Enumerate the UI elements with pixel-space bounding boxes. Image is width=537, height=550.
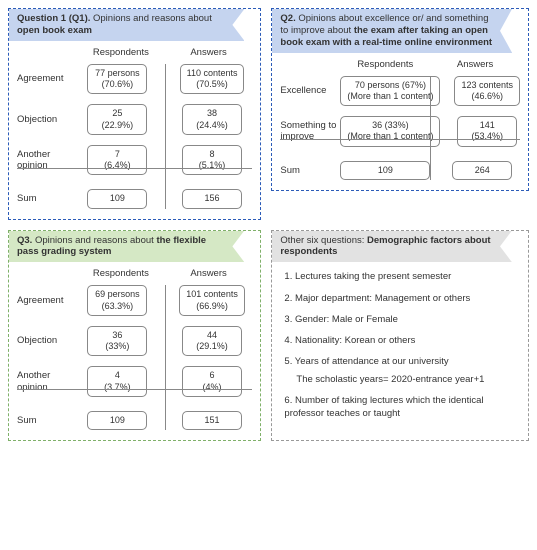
q1-table: Respondents Answers Agreement 77 persons… xyxy=(17,47,252,209)
q3-divider-v xyxy=(165,285,166,430)
q3-title-rest: Opinions and reasons about xyxy=(32,235,156,246)
q3-tag: Q3. xyxy=(17,235,32,246)
q3-ans-box: 6(4%) xyxy=(182,366,242,397)
q3-sum-ans: 151 xyxy=(182,411,242,430)
q4-item-1: 1. Lectures taking the present semester xyxy=(284,270,518,283)
q1-sum-label: Sum xyxy=(17,193,77,204)
q3-banner: Q3. Opinions and reasons about the flexi… xyxy=(9,231,244,263)
q1-resp-box: 77 persons(70.6%) xyxy=(87,64,147,95)
q1-resp-box: 25(22.9%) xyxy=(87,104,147,135)
q3-divider-h xyxy=(17,389,252,390)
q4-item-5-sub: The scholastic years= 2020-entrance year… xyxy=(284,373,518,386)
q1-row-label: Objection xyxy=(17,114,77,125)
q1-col-headers: Respondents Answers xyxy=(17,47,252,58)
q2-resp-box: 36 (33%)(More than 1 content) xyxy=(340,116,440,147)
q1-tag: Question 1 (Q1). xyxy=(17,13,90,24)
q1-title-rest: Opinions and reasons about xyxy=(90,13,211,24)
q1-divider-v xyxy=(165,64,166,209)
q2-divider-v xyxy=(430,76,431,180)
q1-row-agreement: Agreement 77 persons(70.6%) 110 contents… xyxy=(17,64,252,95)
q2-sum-resp: 109 xyxy=(340,161,430,180)
q3-col-headers: Respondents Answers xyxy=(17,268,252,279)
q2-tag: Q2. xyxy=(280,13,295,24)
q1-col-answers: Answers xyxy=(165,47,253,58)
q3-rows: Agreement 69 persons(63.3%) 101 contents… xyxy=(17,285,252,430)
q4-banner: Other six questions: Demographic factors… xyxy=(272,231,512,263)
q3-resp-box: 4(3.7%) xyxy=(87,366,147,397)
q2-divider-h xyxy=(280,139,520,140)
q1-ans-box: 8(5.1%) xyxy=(182,145,242,176)
q2-rows: Excellence 70 persons (67%)(More than 1 … xyxy=(280,76,520,180)
q3-sum-resp: 109 xyxy=(87,411,147,430)
q1-row-another: Another opinion 7(6.4%) 8(5.1%) xyxy=(17,145,252,176)
q3-row-agreement: Agreement 69 persons(63.3%) 101 contents… xyxy=(17,285,252,316)
q2-sum-ans: 264 xyxy=(452,161,512,180)
q4-item-5: 5. Years of attendance at our university xyxy=(284,355,518,368)
q3-row-label: Agreement xyxy=(17,295,77,306)
q2-col-headers: Respondents Answers xyxy=(280,59,520,70)
q3-sum-label: Sum xyxy=(17,415,77,426)
q1-col-respondents: Respondents xyxy=(77,47,165,58)
q1-rows: Agreement 77 persons(70.6%) 110 contents… xyxy=(17,64,252,209)
q3-ans-box: 101 contents(66.9%) xyxy=(179,285,245,316)
panel-q4: Other six questions: Demographic factors… xyxy=(271,230,529,442)
q3-resp-box: 36(33%) xyxy=(87,326,147,357)
q1-ans-box: 110 contents(70.5%) xyxy=(180,64,245,95)
q2-resp-box: 70 persons (67%)(More than 1 content) xyxy=(340,76,440,107)
q4-item-4: 4. Nationality: Korean or others xyxy=(284,334,518,347)
q1-sum-resp: 109 xyxy=(87,189,147,208)
q3-ans-box: 44(29.1%) xyxy=(182,326,242,357)
q3-col-answers: Answers xyxy=(165,268,253,279)
q1-sum-ans: 156 xyxy=(182,189,242,208)
q1-ans-box: 38(24.4%) xyxy=(182,104,242,135)
q2-ans-box: 141(53.4%) xyxy=(457,116,517,147)
q3-row-objection: Objection 36(33%) 44(29.1%) xyxy=(17,326,252,357)
q2-col-respondents: Respondents xyxy=(340,59,430,70)
q1-divider-h xyxy=(17,168,252,169)
q4-title-plain: Other six questions: xyxy=(280,235,367,246)
q2-sum-label: Sum xyxy=(280,165,340,176)
q3-row-another: Another opinion 4(3.7%) 6(4%) xyxy=(17,366,252,397)
panel-q2: Q2. Opinions about excellence or/ and so… xyxy=(271,8,529,191)
infographic-grid: Question 1 (Q1). Opinions and reasons ab… xyxy=(8,8,529,441)
q3-row-label: Objection xyxy=(17,335,77,346)
q1-title-bold: open book exam xyxy=(17,25,92,36)
q4-item-6: 6. Number of taking lectures which the i… xyxy=(284,394,518,421)
q1-row-label: Agreement xyxy=(17,73,77,84)
q1-row-objection: Objection 25(22.9%) 38(24.4%) xyxy=(17,104,252,135)
q1-banner: Question 1 (Q1). Opinions and reasons ab… xyxy=(9,9,244,41)
q3-col-respondents: Respondents xyxy=(77,268,165,279)
panel-q1: Question 1 (Q1). Opinions and reasons ab… xyxy=(8,8,261,220)
panel-q3: Q3. Opinions and reasons about the flexi… xyxy=(8,230,261,442)
q1-row-sum: Sum 109 156 xyxy=(17,189,252,208)
q2-ans-box: 123 contents(46.6%) xyxy=(454,76,520,107)
q4-item-3: 3. Gender: Male or Female xyxy=(284,313,518,326)
q2-row-label: Excellence xyxy=(280,85,340,96)
q3-resp-box: 69 persons(63.3%) xyxy=(87,285,147,316)
q4-item-2: 2. Major department: Management or other… xyxy=(284,292,518,305)
q2-table: Respondents Answers Excellence 70 person… xyxy=(280,59,520,180)
q1-resp-box: 7(6.4%) xyxy=(87,145,147,176)
q3-row-sum: Sum 109 151 xyxy=(17,411,252,430)
q3-table: Respondents Answers Agreement 69 persons… xyxy=(17,268,252,430)
q2-row-excellence: Excellence 70 persons (67%)(More than 1 … xyxy=(280,76,520,107)
q2-col-answers: Answers xyxy=(430,59,520,70)
q4-list: 1. Lectures taking the present semester … xyxy=(280,268,520,422)
q2-banner: Q2. Opinions about excellence or/ and so… xyxy=(272,9,512,53)
q2-row-sum: Sum 109 264 xyxy=(280,161,520,180)
q2-row-improve: Something to improve 36 (33%)(More than … xyxy=(280,116,520,147)
